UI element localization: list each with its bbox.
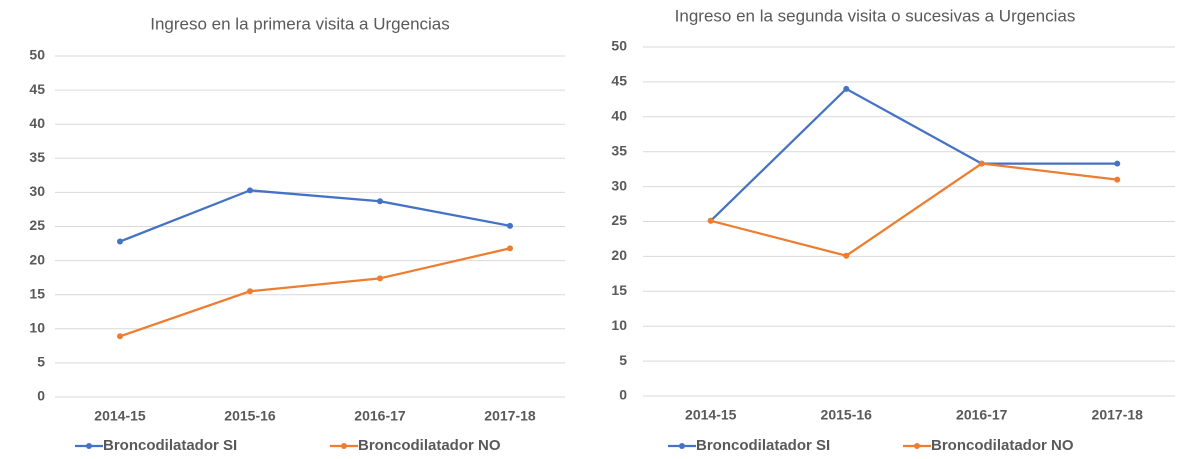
y-tick-label: 30 <box>29 183 45 199</box>
y-tick-label: 0 <box>37 388 45 404</box>
y-tick-label: 5 <box>619 352 627 368</box>
x-tick-label: 2014-15 <box>685 407 737 423</box>
legend-label: Broncodilatador SI <box>696 437 830 454</box>
chart-title: Ingreso en la segunda visita o sucesivas… <box>675 6 1076 25</box>
y-tick-label: 20 <box>29 251 45 267</box>
x-tick-label: 2015-16 <box>821 407 873 423</box>
series-line <box>709 87 1118 222</box>
y-tick-label: 15 <box>611 282 627 298</box>
x-tick-label: 2017-18 <box>484 408 536 424</box>
x-tick-label: 2014-15 <box>94 408 146 424</box>
legend-marker <box>86 443 92 449</box>
point <box>1114 160 1121 167</box>
legend-marker <box>679 443 685 449</box>
y-tick-label: 0 <box>619 387 627 403</box>
legend-label: Broncodilatador SI <box>103 437 237 454</box>
y-tick-label: 40 <box>611 108 627 124</box>
y-tick-label: 20 <box>611 247 627 263</box>
point <box>117 333 123 340</box>
chart-title: Ingreso en la primera visita a Urgencias <box>150 14 450 33</box>
legend-label: Broncodilatador NO <box>931 437 1074 454</box>
y-tick-label: 35 <box>611 142 627 158</box>
series-line <box>710 162 1118 257</box>
y-tick-label: 50 <box>611 38 627 54</box>
point <box>507 222 513 229</box>
point <box>707 217 714 224</box>
point <box>247 288 253 295</box>
y-tick-label: 25 <box>611 212 627 228</box>
y-tick-label: 45 <box>29 81 45 97</box>
series-line <box>119 189 511 243</box>
x-tick-label: 2016-17 <box>956 407 1008 423</box>
legend-label: Broncodilatador NO <box>358 437 501 454</box>
point <box>843 252 850 259</box>
x-tick-label: 2015-16 <box>224 408 276 424</box>
y-tick-label: 30 <box>611 177 627 193</box>
y-tick-label: 45 <box>611 73 627 89</box>
point <box>247 187 253 194</box>
x-tick-label: 2016-17 <box>354 408 406 424</box>
y-tick-label: 50 <box>29 47 45 63</box>
x-tick-label: 2017-18 <box>1092 407 1144 423</box>
point <box>978 160 985 167</box>
y-tick-label: 5 <box>37 354 45 370</box>
y-tick-label: 15 <box>29 285 45 301</box>
y-tick-label: 25 <box>29 217 45 233</box>
point <box>1114 176 1121 183</box>
y-tick-label: 10 <box>29 320 45 336</box>
y-tick-label: 40 <box>29 115 45 131</box>
point <box>377 198 383 205</box>
series-line <box>119 247 511 338</box>
point <box>507 245 513 252</box>
y-tick-label: 35 <box>29 149 45 165</box>
legend-marker <box>341 443 347 449</box>
legend-marker <box>914 443 920 449</box>
point <box>117 238 123 245</box>
point <box>843 85 850 92</box>
point <box>377 275 383 282</box>
y-tick-label: 10 <box>611 317 627 333</box>
